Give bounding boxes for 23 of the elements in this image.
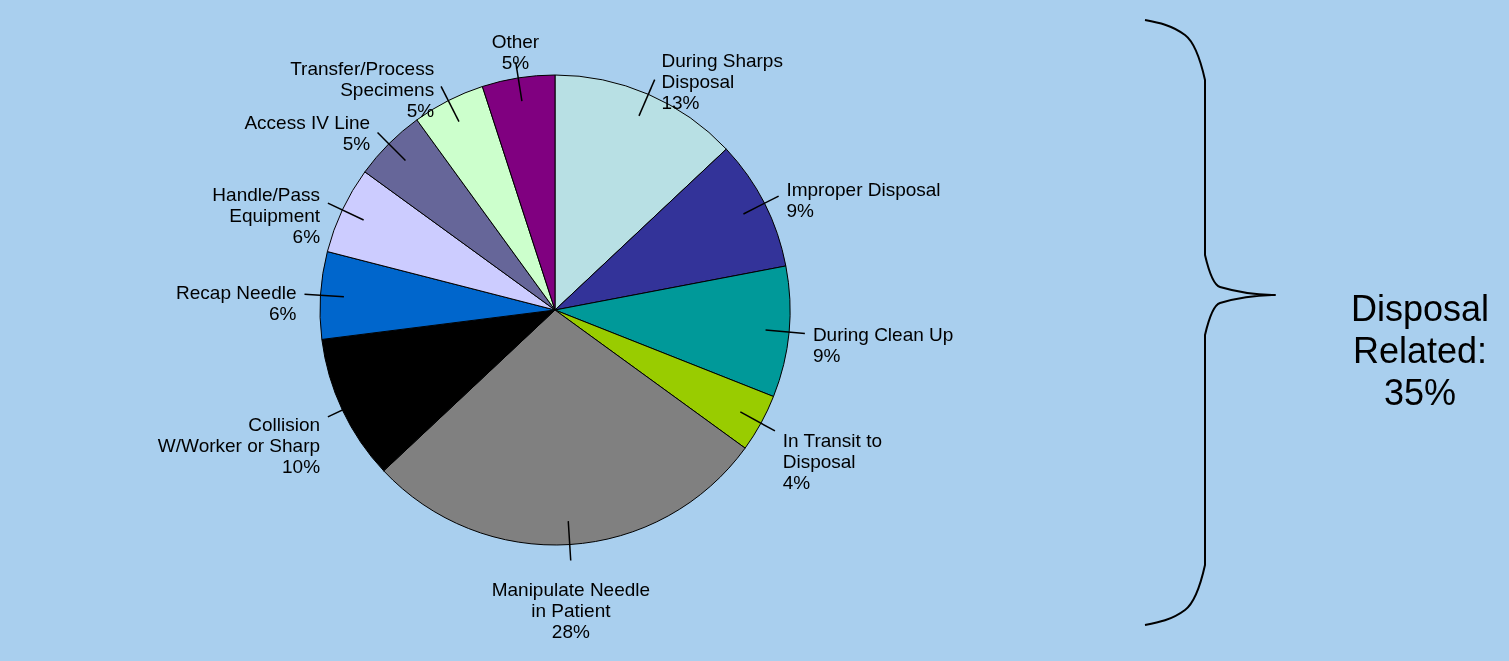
data-label: 28%	[551, 620, 590, 642]
slice-label: Handle/Pass Equipment	[212, 183, 321, 226]
slice-label: Collision W/Worker or Sharp	[157, 414, 321, 457]
data-label: 13%	[661, 92, 700, 114]
data-label: 6%	[292, 225, 321, 247]
data-label: 5%	[406, 99, 435, 121]
data-label: 6%	[269, 303, 297, 325]
slice-label: During Clean Up	[812, 323, 954, 345]
slice-label: Transfer/Process Specimens	[290, 57, 435, 100]
data-label: 4%	[782, 471, 811, 493]
slice-label: Improper Disposal	[786, 178, 941, 200]
data-label: 5%	[501, 52, 530, 74]
slice-label: In Transit to Disposal	[782, 429, 882, 472]
data-label: 5%	[342, 132, 371, 154]
data-label: 10%	[282, 456, 321, 478]
slice-label: Recap Needle	[176, 282, 297, 304]
data-label: 9%	[786, 199, 814, 221]
slice-label: Access IV Line	[244, 111, 371, 133]
data-label: 9%	[812, 344, 841, 366]
slice-label: Manipulate Needle in Patient	[491, 578, 651, 621]
slice-label: Other	[491, 31, 540, 53]
text: Disposal Related: 35%	[1350, 288, 1490, 413]
slice-label: During Sharps Disposal	[661, 50, 783, 93]
